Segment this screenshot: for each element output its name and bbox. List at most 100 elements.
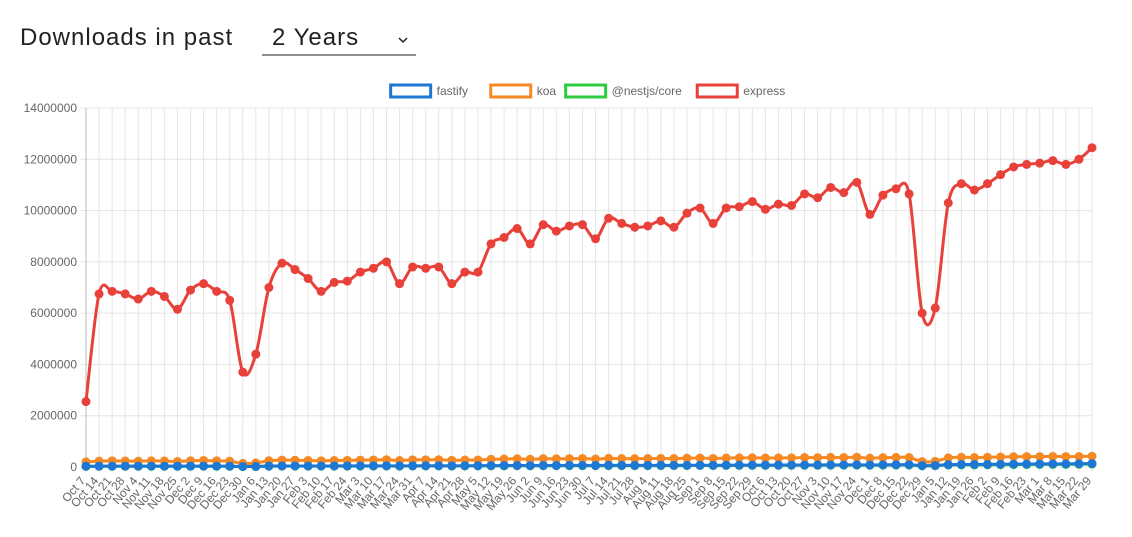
y-tick-label: 4000000 [30, 357, 77, 371]
data-point [982, 452, 992, 462]
data-point [1074, 154, 1084, 164]
data-point [186, 461, 196, 471]
data-point [421, 263, 431, 273]
data-point [277, 258, 287, 268]
data-point [708, 460, 718, 470]
data-point [643, 460, 653, 470]
data-point [630, 454, 640, 464]
data-point [773, 453, 783, 463]
data-point [264, 461, 274, 471]
data-point [1087, 143, 1097, 153]
data-point [146, 461, 156, 471]
data-point [943, 453, 953, 463]
data-point [708, 218, 718, 228]
series-line [84, 146, 1094, 402]
data-point [1048, 459, 1058, 469]
data-point [865, 453, 875, 463]
data-point [434, 461, 444, 471]
data-point [760, 453, 770, 463]
data-point [852, 452, 862, 462]
data-point [512, 454, 522, 464]
data-point [747, 460, 757, 470]
data-point [813, 460, 823, 470]
data-point [996, 452, 1006, 462]
data-point [669, 460, 679, 470]
data-point [656, 453, 666, 463]
data-point [94, 289, 104, 299]
series-line [85, 454, 1093, 466]
data-point [891, 184, 901, 194]
data-point [1022, 159, 1032, 169]
data-point [133, 461, 143, 471]
chevron[interactable] [398, 37, 408, 44]
data-point [1009, 459, 1019, 469]
data-point [1035, 459, 1045, 469]
data-point [800, 453, 810, 463]
data-point [656, 460, 666, 470]
data-point [1022, 452, 1032, 462]
data-point [225, 461, 235, 471]
data-point [826, 182, 836, 192]
data-point [1035, 452, 1045, 462]
data-point [839, 453, 849, 463]
data-point [930, 460, 940, 470]
data-point [721, 453, 731, 463]
legend-swatch [489, 83, 533, 99]
data-point [146, 286, 156, 296]
data-point [982, 459, 992, 469]
data-point [734, 202, 744, 212]
period-value[interactable]: 2 Years [272, 24, 359, 51]
data-point [617, 218, 627, 228]
data-point [159, 461, 169, 471]
data-point [878, 453, 888, 463]
legend-swatch [695, 83, 739, 99]
data-point [1087, 451, 1097, 461]
data-point [342, 276, 352, 286]
legend-label: express [743, 84, 785, 98]
data-point [447, 279, 457, 289]
data-point [486, 239, 496, 249]
data-point [251, 461, 261, 471]
data-point [682, 460, 692, 470]
y-tick-label: 10000000 [24, 204, 78, 218]
data-point [94, 461, 104, 471]
data-point [499, 454, 509, 464]
data-point [316, 461, 326, 471]
data-point [996, 170, 1006, 180]
data-point [943, 198, 953, 208]
data-point [473, 461, 483, 471]
data-point [107, 286, 117, 296]
data-point [538, 454, 548, 464]
data-point [381, 461, 391, 471]
data-point [721, 460, 731, 470]
data-point [486, 454, 496, 464]
data-point [199, 279, 209, 289]
data-point [342, 461, 352, 471]
data-point [813, 453, 823, 463]
legend-label: koa [537, 84, 557, 98]
data-point [839, 188, 849, 198]
data-point [800, 189, 810, 199]
data-point [630, 222, 640, 232]
period-select[interactable]: 2 Years [262, 24, 416, 56]
data-point [81, 461, 91, 471]
data-point [917, 308, 927, 318]
data-point [486, 461, 496, 471]
data-point [329, 461, 339, 471]
data-point [956, 459, 966, 469]
data-point [1022, 459, 1032, 469]
data-point [564, 460, 574, 470]
data-point [381, 257, 391, 267]
data-point [773, 460, 783, 470]
data-point [551, 454, 561, 464]
data-point [969, 459, 979, 469]
y-tick-label: 0 [70, 460, 77, 474]
data-point [773, 199, 783, 209]
data-point [251, 349, 261, 359]
data-point [865, 460, 875, 470]
data-point [852, 460, 862, 470]
data-point [695, 453, 705, 463]
data-point [747, 453, 757, 463]
data-point [839, 460, 849, 470]
